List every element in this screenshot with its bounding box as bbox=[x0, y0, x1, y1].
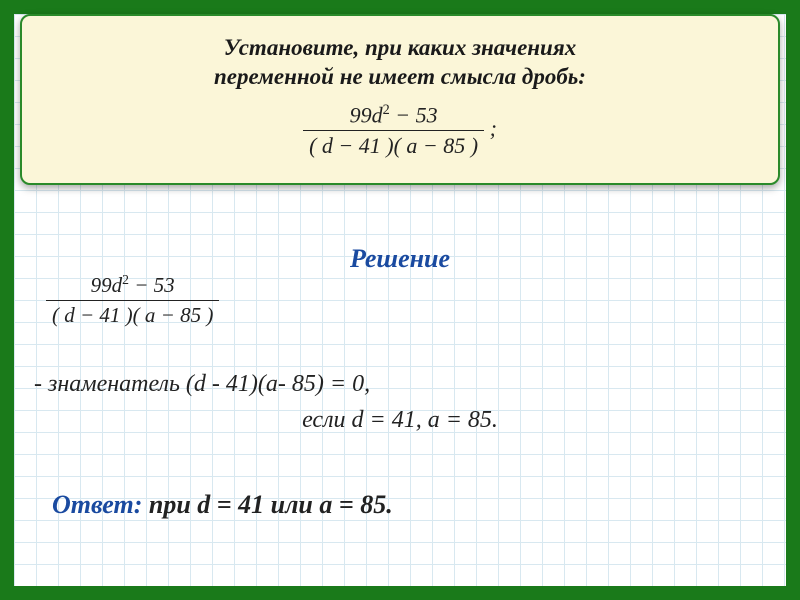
fraction: 99d2 − 53 ( d − 41 )( a − 85 ) bbox=[303, 102, 484, 159]
task-card: Установите, при каких значениях переменн… bbox=[20, 14, 780, 185]
solution-label: Решение bbox=[14, 244, 786, 274]
task-fraction: 99d2 − 53 ( d − 41 )( a − 85 ) ; bbox=[40, 102, 760, 159]
explanation-text: - знаменатель (d - 41)(a- 85) = 0, если … bbox=[34, 366, 766, 438]
explanation-line-2: если d = 41, a = 85. bbox=[34, 402, 766, 438]
explanation-prefix: - знаменатель bbox=[34, 371, 186, 397]
answer-label: Ответ: bbox=[52, 490, 142, 519]
solution-fraction: 99d2 − 53 ( d − 41 )( a − 85 ) bbox=[46, 272, 219, 328]
title-line-2: переменной не имеет смысла дробь: bbox=[214, 64, 586, 89]
fraction-numerator: 99d2 − 53 bbox=[46, 272, 219, 300]
answer-line: Ответ: при d = 41 или а = 85. bbox=[52, 490, 393, 520]
fraction-denominator: ( d − 41 )( a − 85 ) bbox=[303, 130, 484, 159]
task-title: Установите, при каких значениях переменн… bbox=[40, 34, 760, 92]
fraction-denominator: ( d − 41 )( a − 85 ) bbox=[46, 300, 219, 328]
graph-paper-sheet: Установите, при каких значениях переменн… bbox=[14, 14, 786, 586]
fraction-numerator: 99d2 − 53 bbox=[303, 102, 484, 130]
title-line-1: Установите, при каких значениях bbox=[224, 35, 576, 60]
fraction: 99d2 − 53 ( d − 41 )( a − 85 ) bbox=[46, 272, 219, 328]
explanation-expr: (d - 41)(a- 85) = 0, bbox=[186, 371, 370, 397]
fraction-trailing: ; bbox=[490, 115, 497, 140]
answer-text: при d = 41 или а = 85. bbox=[142, 490, 392, 519]
